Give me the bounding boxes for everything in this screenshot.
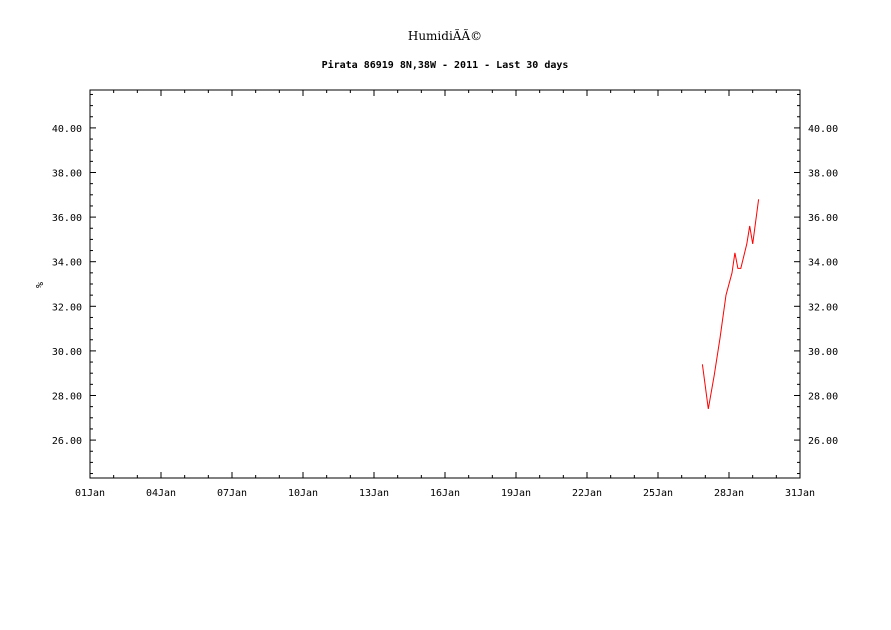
y-tick-label-left: 32.00 bbox=[52, 302, 82, 313]
x-tick-label: 01Jan bbox=[75, 488, 105, 499]
y-tick-label-right: 40.00 bbox=[808, 124, 838, 135]
x-tick-label: 07Jan bbox=[217, 488, 247, 499]
x-tick-label: 22Jan bbox=[572, 488, 602, 499]
data-series bbox=[701, 199, 760, 409]
y-tick-label-right: 38.00 bbox=[808, 169, 838, 180]
y-tick-label-right: 34.00 bbox=[808, 258, 838, 269]
x-tick-label: 28Jan bbox=[714, 488, 744, 499]
y-tick-label-left: 40.00 bbox=[52, 124, 82, 135]
y-tick-label-left: 36.00 bbox=[52, 213, 82, 224]
y-axis-label: % bbox=[35, 282, 46, 288]
chart-subtitle: Pirata 86919 8N,38W - 2011 - Last 30 day… bbox=[322, 59, 569, 71]
x-tick-label: 13Jan bbox=[359, 488, 389, 499]
humidity-line bbox=[701, 199, 760, 409]
y-tick-label-left: 28.00 bbox=[52, 391, 82, 402]
chart-title: HumidiÃÃ© bbox=[408, 28, 482, 43]
y-tick-label-right: 26.00 bbox=[808, 436, 838, 447]
x-tick-label: 19Jan bbox=[501, 488, 531, 499]
x-tick-label: 10Jan bbox=[288, 488, 318, 499]
y-tick-label-left: 30.00 bbox=[52, 347, 82, 358]
x-tick-label: 25Jan bbox=[643, 488, 673, 499]
y-tick-label-left: 34.00 bbox=[52, 258, 82, 269]
y-tick-label-right: 28.00 bbox=[808, 391, 838, 402]
plot-frame bbox=[89, 89, 801, 479]
axis-ticks bbox=[89, 90, 801, 478]
y-tick-label-left: 38.00 bbox=[52, 169, 82, 180]
x-tick-label: 04Jan bbox=[146, 488, 176, 499]
x-tick-label: 31Jan bbox=[785, 488, 815, 499]
y-tick-label-right: 32.00 bbox=[808, 302, 838, 313]
y-tick-label-right: 30.00 bbox=[808, 347, 838, 358]
y-tick-label-left: 26.00 bbox=[52, 436, 82, 447]
x-tick-label: 16Jan bbox=[430, 488, 460, 499]
tick-labels: 01Jan 04Jan 07Jan 10Jan 13Jan 16Jan 19Jan 22Jan… bbox=[52, 124, 838, 499]
y-tick-label-right: 36.00 bbox=[808, 213, 838, 224]
